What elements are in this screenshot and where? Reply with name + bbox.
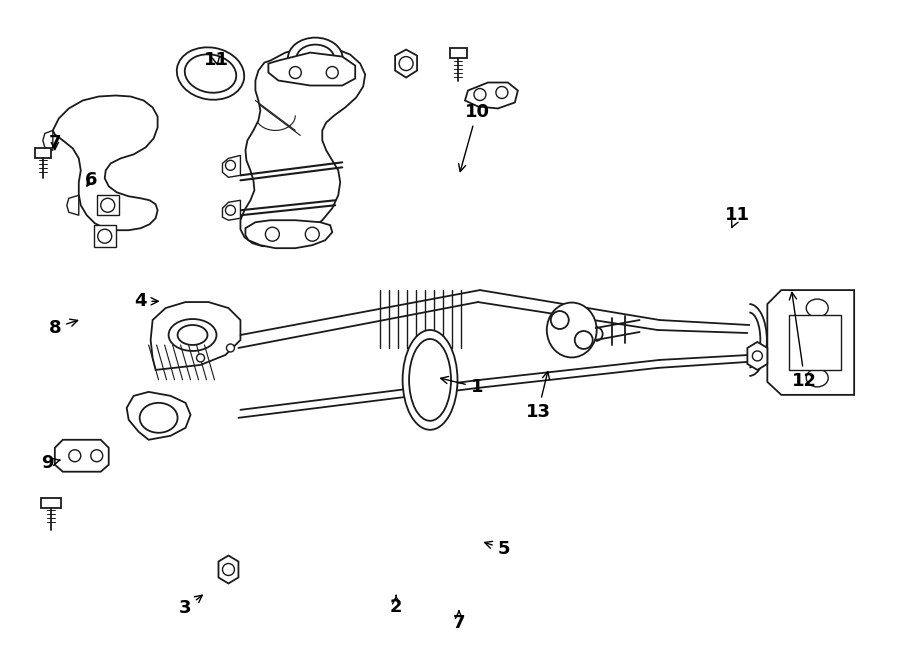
Text: 8: 8 (49, 318, 77, 337)
Polygon shape (240, 46, 365, 246)
Polygon shape (246, 220, 332, 248)
Text: 11: 11 (724, 207, 750, 228)
Text: 13: 13 (526, 371, 551, 420)
Ellipse shape (806, 299, 828, 317)
Circle shape (551, 311, 569, 329)
Polygon shape (43, 130, 53, 150)
Text: 4: 4 (134, 292, 158, 310)
Text: 3: 3 (179, 595, 203, 618)
Ellipse shape (288, 38, 343, 79)
Polygon shape (222, 156, 240, 177)
Ellipse shape (296, 44, 334, 73)
Circle shape (227, 344, 235, 352)
Polygon shape (35, 148, 50, 158)
Polygon shape (150, 302, 240, 370)
Text: 2: 2 (390, 595, 402, 616)
Ellipse shape (410, 339, 451, 421)
Text: 1: 1 (441, 377, 483, 396)
Text: 10: 10 (459, 103, 490, 171)
Polygon shape (465, 83, 518, 109)
Text: 5: 5 (484, 540, 510, 558)
Text: 9: 9 (41, 454, 60, 472)
Ellipse shape (176, 47, 244, 100)
Polygon shape (96, 195, 119, 215)
Polygon shape (219, 555, 238, 583)
Text: 12: 12 (789, 293, 817, 389)
Text: 7: 7 (453, 611, 465, 632)
Ellipse shape (177, 325, 208, 345)
Polygon shape (768, 290, 854, 395)
Polygon shape (40, 498, 61, 508)
Text: 6: 6 (85, 171, 97, 189)
Text: 11: 11 (204, 51, 229, 69)
Polygon shape (222, 201, 240, 220)
Polygon shape (67, 195, 79, 215)
Ellipse shape (184, 54, 237, 93)
Circle shape (196, 354, 204, 362)
Polygon shape (450, 48, 467, 58)
Polygon shape (55, 440, 109, 472)
Polygon shape (395, 50, 417, 77)
Ellipse shape (168, 319, 217, 351)
Ellipse shape (547, 303, 597, 357)
Circle shape (575, 331, 593, 349)
Polygon shape (268, 52, 356, 85)
Polygon shape (747, 342, 768, 370)
Ellipse shape (806, 369, 828, 387)
Text: 7: 7 (49, 134, 61, 152)
Ellipse shape (402, 330, 457, 430)
Polygon shape (94, 225, 116, 247)
Polygon shape (53, 95, 158, 230)
Bar (789, 315, 842, 370)
Polygon shape (127, 392, 191, 440)
Ellipse shape (140, 403, 177, 433)
